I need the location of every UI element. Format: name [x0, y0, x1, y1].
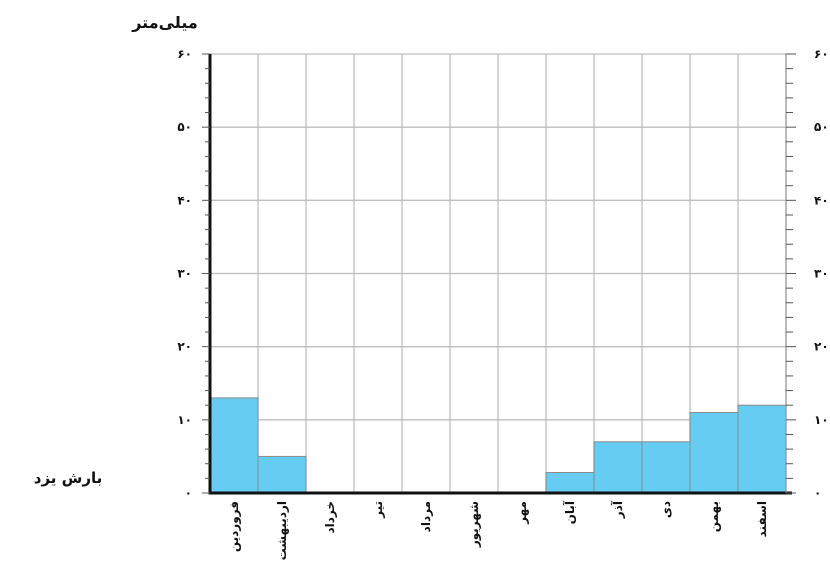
x-tick-label: آبان — [562, 500, 577, 524]
x-tick-label: اردیبهشت — [275, 501, 289, 560]
bar — [209, 397, 259, 494]
x-tick-label: اسفند — [755, 501, 769, 537]
y-tick-label-left: ۰ — [185, 486, 192, 500]
x-tick-label: شهریور — [467, 501, 482, 548]
bar — [689, 412, 739, 494]
chart-caption: بارش یزد — [34, 469, 102, 487]
y-tick-label-right: ۴۰ — [814, 193, 829, 207]
y-tick-label-right: ۰ — [814, 486, 821, 500]
y-tick-label-right: ۳۰ — [814, 267, 829, 281]
y-tick-label-left: ۶۰ — [177, 47, 192, 61]
y-tick-label-right: ۵۰ — [814, 120, 829, 134]
bar — [257, 455, 307, 494]
y-axis-label: میلی‌متر — [131, 13, 198, 32]
x-tick-label: آذر — [610, 500, 625, 519]
x-tick-label: خرداد — [323, 501, 337, 534]
x-tick-label: تیر — [371, 501, 385, 519]
y-tick-label-left: ۳۰ — [177, 267, 192, 281]
y-tick-label-right: ۶۰ — [814, 47, 829, 61]
axes-layer — [202, 53, 796, 495]
y-tick-label-right: ۲۰ — [814, 340, 829, 354]
bars-layer — [209, 397, 787, 494]
bar — [737, 404, 787, 494]
bar — [641, 441, 691, 494]
x-tick-label: فروردین — [227, 501, 242, 552]
x-tick-label: مرداد — [419, 501, 433, 532]
y-tick-label-left: ۲۰ — [177, 340, 192, 354]
x-tick-label: بهمن — [707, 501, 721, 532]
y-tick-label-left: ۱۰ — [177, 413, 192, 427]
y-tick-label-left: ۴۰ — [177, 193, 192, 207]
labels-layer: ۰ ۰ ۱۰ ۱۰ ۲۰ ۲۰ ۳۰ ۳۰ ۴۰ ۴۰ ۵۰ ۵۰ ۶۰ ۶۰ فروردین اردیبهش… — [177, 47, 828, 560]
y-tick-label-left: ۵۰ — [177, 120, 192, 134]
x-tick-label: دی — [659, 501, 673, 518]
bar — [593, 441, 643, 494]
y-tick-label-right: ۱۰ — [814, 413, 829, 427]
x-tick-label: مهر — [515, 501, 529, 525]
bar — [545, 472, 595, 494]
